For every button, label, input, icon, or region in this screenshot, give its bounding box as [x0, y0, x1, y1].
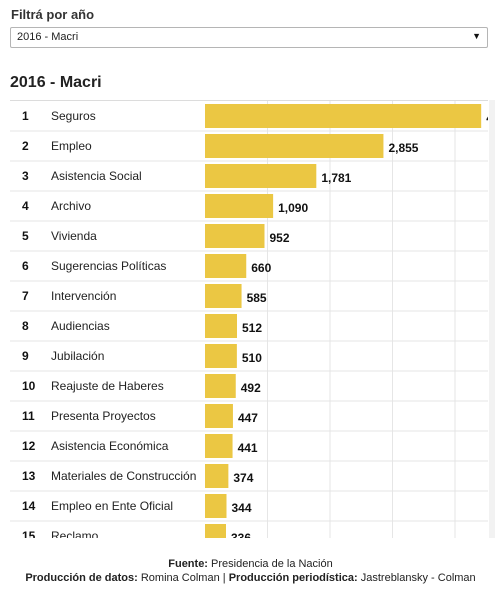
chart-scroll-area[interactable]: 1 Seguros 4,419 2 Empleo 2,855 3 Asistencia Soc… — [10, 100, 488, 538]
rank-label: 5 — [22, 229, 29, 243]
source-label: Fuente: — [168, 558, 208, 570]
rank-label: 4 — [22, 199, 29, 213]
category-label: Reajuste de Haberes — [51, 379, 164, 393]
bar-chart: 1 Seguros 4,419 2 Empleo 2,855 3 Asistencia Soc… — [10, 101, 488, 538]
value-label: 336 — [231, 531, 251, 538]
category-label: Sugerencias Políticas — [51, 259, 166, 273]
value-label: 1,090 — [278, 201, 308, 215]
filter-label: Filtrá por año — [11, 7, 95, 22]
bar-14 — [205, 494, 227, 518]
year-select[interactable]: 2016 - Macri ▼ — [10, 27, 488, 48]
bar-15 — [205, 524, 226, 538]
chart-title: 2016 - Macri — [10, 74, 102, 91]
footer-credits: Producción de datos: Romina Colman | Pro… — [0, 572, 501, 584]
category-label: Audiencias — [51, 319, 110, 333]
rank-label: 1 — [22, 109, 29, 123]
chart-scrollbar[interactable] — [489, 100, 495, 538]
category-label: Asistencia Económica — [51, 439, 169, 453]
bar-13 — [205, 464, 229, 488]
bar-8 — [205, 314, 237, 338]
category-label: Intervención — [51, 289, 116, 303]
rank-label: 14 — [22, 499, 36, 513]
value-label: 2,855 — [388, 141, 418, 155]
category-label: Jubilación — [51, 349, 104, 363]
category-label: Asistencia Social — [51, 169, 142, 183]
value-label: 952 — [270, 231, 290, 245]
rank-label: 11 — [22, 409, 35, 423]
rank-label: 9 — [22, 349, 29, 363]
footer-source: Fuente: Presidencia de la Nación — [0, 558, 501, 570]
value-label: 660 — [251, 261, 271, 275]
value-label: 512 — [242, 321, 262, 335]
bar-4 — [205, 194, 274, 218]
bar-11 — [205, 404, 233, 428]
bar-3 — [205, 164, 317, 188]
bar-9 — [205, 344, 237, 368]
category-label: Seguros — [51, 109, 96, 123]
rank-label: 3 — [22, 169, 29, 183]
category-label: Vivienda — [51, 229, 97, 243]
category-label: Empleo en Ente Oficial — [51, 499, 173, 513]
category-label: Empleo — [51, 139, 92, 153]
value-label: 1,781 — [321, 171, 351, 185]
bar-5 — [205, 224, 265, 248]
data-credit-label: Producción de datos: — [25, 572, 138, 584]
source-value: Presidencia de la Nación — [211, 558, 333, 570]
category-label: Archivo — [51, 199, 91, 213]
value-label: 510 — [242, 351, 262, 365]
rank-label: 13 — [22, 469, 36, 483]
rank-label: 12 — [22, 439, 36, 453]
year-select-value: 2016 - Macri — [17, 31, 79, 43]
value-label: 585 — [247, 291, 267, 305]
bar-2 — [205, 134, 384, 158]
bar-10 — [205, 374, 236, 398]
category-label: Reclamo — [51, 529, 99, 538]
credit-separator: | — [222, 572, 226, 584]
value-label: 374 — [233, 471, 253, 485]
rank-label: 15 — [22, 529, 36, 538]
bar-1 — [205, 104, 482, 128]
category-label: Presenta Proyectos — [51, 409, 156, 423]
value-label: 492 — [241, 381, 261, 395]
journalism-credit-value: Jastreblansky - Colman — [360, 572, 476, 584]
caret-down-icon[interactable]: ▼ — [472, 31, 481, 41]
category-label: Materiales de Construcción — [51, 469, 196, 483]
rank-label: 10 — [22, 379, 36, 393]
rank-label: 7 — [22, 289, 29, 303]
value-label: 4,419 — [486, 111, 488, 125]
journalism-credit-label: Producción periodística: — [228, 572, 358, 584]
value-label: 447 — [238, 411, 258, 425]
bar-7 — [205, 284, 242, 308]
rank-label: 2 — [22, 139, 29, 153]
data-credit-value: Romina Colman — [140, 572, 220, 584]
value-label: 441 — [238, 441, 258, 455]
bar-6 — [205, 254, 247, 278]
rank-label: 8 — [22, 319, 29, 333]
value-label: 344 — [232, 501, 252, 515]
bar-12 — [205, 434, 233, 458]
rank-label: 6 — [22, 259, 29, 273]
